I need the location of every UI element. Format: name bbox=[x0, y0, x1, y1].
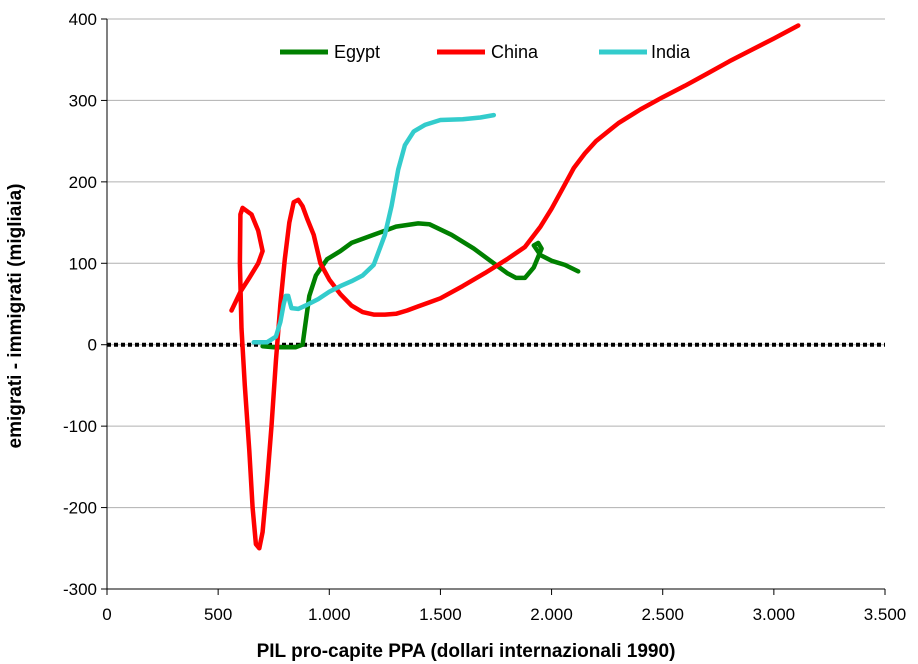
series-line-china bbox=[229, 23, 801, 551]
y-tick-label: -300 bbox=[63, 580, 97, 599]
x-tick-label: 1.500 bbox=[419, 605, 462, 624]
x-tick-label: 500 bbox=[204, 605, 232, 624]
y-tick-label: 200 bbox=[69, 173, 97, 192]
y-tick-label: -100 bbox=[63, 417, 97, 436]
x-axis-title: PIL pro-capite PPA (dollari internaziona… bbox=[257, 641, 676, 662]
x-tick-label: 2.000 bbox=[530, 605, 573, 624]
x-tick-label: 3.500 bbox=[864, 605, 907, 624]
y-tick-label: 0 bbox=[88, 336, 97, 355]
legend-label-india: India bbox=[651, 42, 691, 62]
x-tick-label: 1.000 bbox=[308, 605, 351, 624]
x-ticks: 0 500 1.000 1.500 2.000 2.500 3.000 3.500 bbox=[102, 589, 906, 624]
legend: Egypt China India bbox=[280, 42, 691, 62]
y-tick-label: -200 bbox=[63, 499, 97, 518]
series-lines bbox=[229, 23, 801, 551]
series-line-india bbox=[251, 112, 497, 345]
y-ticks: -300 -200 -100 0 100 200 300 400 bbox=[63, 10, 107, 599]
legend-label-egypt: Egypt bbox=[334, 42, 380, 62]
y-tick-label: 300 bbox=[69, 91, 97, 110]
legend-label-china: China bbox=[491, 42, 539, 62]
x-tick-label: 2.500 bbox=[641, 605, 684, 624]
x-tick-label: 0 bbox=[102, 605, 111, 624]
y-axis-title: emigrati - immigrati (migliaia) bbox=[5, 184, 26, 449]
y-tick-label: 400 bbox=[69, 10, 97, 29]
x-tick-label: 3.000 bbox=[753, 605, 796, 624]
y-tick-label: 100 bbox=[69, 254, 97, 273]
series-line-egypt bbox=[260, 221, 581, 350]
